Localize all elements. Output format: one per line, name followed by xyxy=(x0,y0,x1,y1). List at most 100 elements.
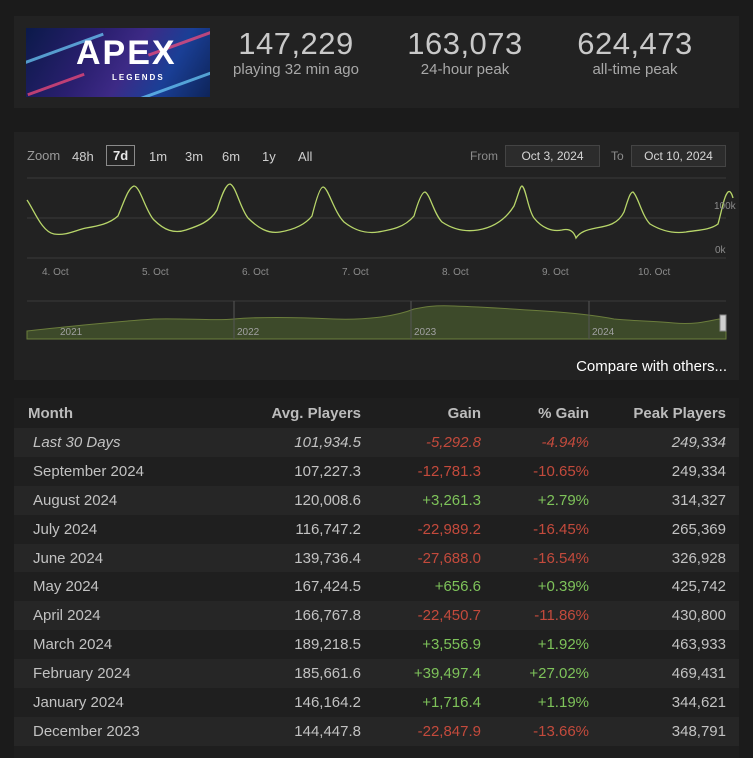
zoom-3m-button[interactable]: 3m xyxy=(185,149,204,164)
cell-avg-players: 144,447.8 xyxy=(211,716,374,746)
cell-percent-gain: +2.79% xyxy=(494,485,602,515)
cell-month: March 2024 xyxy=(14,630,211,660)
cell-peak-players: 425,742 xyxy=(602,572,739,602)
cell-peak-players: 249,334 xyxy=(602,456,739,486)
cell-percent-gain: +1.92% xyxy=(494,630,602,660)
cell-gain: +3,556.9 xyxy=(374,630,494,660)
cell-month: July 2024 xyxy=(14,514,211,544)
table-row: April 2024 166,767.8 -22,450.7 -11.86% 430,8… xyxy=(14,601,739,631)
cell-gain: +3,261.3 xyxy=(374,485,494,515)
cell-month: September 2024 xyxy=(14,456,211,486)
compare-with-others-link[interactable]: Compare with others... xyxy=(576,358,727,375)
stat-value: 624,473 xyxy=(577,26,693,61)
zoom-6m-button[interactable]: 6m xyxy=(222,149,241,164)
cell-peak-players: 348,791 xyxy=(602,716,739,746)
navigator-year-label: 2022 xyxy=(237,327,260,338)
table-header-row: Month Avg. Players Gain % Gain Peak Play… xyxy=(14,398,739,428)
table-row: August 2024 120,008.6 +3,261.3 +2.79% 314,32… xyxy=(14,485,739,515)
column-header-percent-gain[interactable]: % Gain xyxy=(494,398,602,428)
cell-month: August 2024 xyxy=(14,485,211,515)
cell-peak-players: 326,928 xyxy=(602,543,739,573)
zoom-48h-button[interactable]: 48h xyxy=(72,149,94,164)
cell-peak-players: 314,327 xyxy=(602,485,739,515)
game-header: APEX LEGENDS 147,229 playing 32 min ago … xyxy=(14,16,739,108)
cell-percent-gain: -13.66% xyxy=(494,716,602,746)
cell-peak-players: 344,621 xyxy=(602,688,739,717)
table-row: January 2024 146,164.2 +1,716.4 +1.19% 344,6… xyxy=(14,688,739,717)
cell-percent-gain: +1.19% xyxy=(494,688,602,717)
cell-month: June 2024 xyxy=(14,543,211,573)
cell-gain: -22,989.2 xyxy=(374,514,494,544)
zoom-label: Zoom xyxy=(27,148,61,163)
stat-value: 147,229 xyxy=(238,26,354,61)
cell-percent-gain: +0.39% xyxy=(494,572,602,602)
monthly-stats-table: Month Avg. Players Gain % Gain Peak Play… xyxy=(14,398,739,758)
to-label: To xyxy=(611,149,624,163)
x-axis-label: 9. Oct xyxy=(542,267,569,278)
cell-peak-players: 249,334 xyxy=(602,428,739,457)
column-header-month[interactable]: Month xyxy=(14,398,211,428)
cell-percent-gain: -4.94% xyxy=(494,428,602,457)
table-row: Last 30 Days 101,934.5 -5,292.8 -4.94% 249,3… xyxy=(14,428,739,457)
navigator-handle[interactable] xyxy=(719,314,727,332)
column-header-gain[interactable]: Gain xyxy=(374,398,494,428)
cell-gain: -5,292.8 xyxy=(374,428,494,457)
table-row: March 2024 189,218.5 +3,556.9 +1.92% 463,933 xyxy=(14,630,739,660)
zoom-7d-button[interactable]: 7d xyxy=(106,145,136,166)
cell-percent-gain: -16.54% xyxy=(494,543,602,573)
cell-avg-players: 107,227.3 xyxy=(211,456,374,486)
cell-percent-gain: +27.02% xyxy=(494,659,602,689)
x-axis-label: 5. Oct xyxy=(142,267,169,278)
cell-gain: +656.6 xyxy=(374,572,494,602)
top-edge xyxy=(0,0,753,12)
table-row: December 2023 144,447.8 -22,847.9 -13.66% 34… xyxy=(14,716,739,746)
banner-streak xyxy=(27,72,85,97)
zoom-all-button[interactable]: All xyxy=(298,149,313,164)
player-chart-panel: Zoom 48h 7d 1m 3m 6m 1y All From Oct 3, … xyxy=(14,132,739,380)
cell-month: Last 30 Days xyxy=(14,428,211,457)
x-axis-label: 8. Oct xyxy=(442,267,469,278)
cell-month: December 2023 xyxy=(14,716,211,746)
players-line-chart[interactable]: 100k 0k 4. Oct 5. Oct 6. Oct 7. Oct 8. O… xyxy=(14,172,739,282)
cell-avg-players: 101,934.5 xyxy=(211,428,374,457)
x-axis-label: 7. Oct xyxy=(342,267,369,278)
cell-avg-players: 167,424.5 xyxy=(211,572,374,602)
cell-percent-gain: -11.86% xyxy=(494,601,602,631)
navigator-year-label: 2023 xyxy=(414,327,437,338)
navigator-year-label: 2021 xyxy=(60,327,83,338)
cell-avg-players: 189,218.5 xyxy=(211,630,374,660)
game-banner-image[interactable]: APEX LEGENDS xyxy=(26,28,210,97)
cell-peak-players: 469,431 xyxy=(602,659,739,689)
cell-month: February 2024 xyxy=(14,659,211,689)
x-axis-label: 6. Oct xyxy=(242,267,269,278)
from-date-input[interactable]: Oct 3, 2024 xyxy=(505,145,600,167)
players-series-line xyxy=(26,183,734,240)
column-header-avg-players[interactable]: Avg. Players xyxy=(211,398,374,428)
zoom-1y-button[interactable]: 1y xyxy=(262,149,276,164)
timeline-navigator[interactable]: 2021 2022 2023 2024 xyxy=(14,297,739,342)
navigator-year-label: 2024 xyxy=(592,327,615,338)
table-row: February 2024 185,661.6 +39,497.4 +27.02% 46… xyxy=(14,659,739,689)
table-row: July 2024 116,747.2 -22,989.2 -16.45% 265,36… xyxy=(14,514,739,544)
stat-current-players: 147,229 playing 32 min ago xyxy=(216,26,376,78)
cell-peak-players: 430,800 xyxy=(602,601,739,631)
cell-avg-players: 166,767.8 xyxy=(211,601,374,631)
cell-gain: -12,781.3 xyxy=(374,456,494,486)
cell-avg-players: 120,008.6 xyxy=(211,485,374,515)
stat-label: playing 32 min ago xyxy=(233,61,359,78)
zoom-1m-button[interactable]: 1m xyxy=(149,149,168,164)
cell-percent-gain: -16.45% xyxy=(494,514,602,544)
column-header-peak-players[interactable]: Peak Players xyxy=(602,398,739,428)
stat-label: all-time peak xyxy=(592,61,678,78)
y-axis-label-100k: 100k xyxy=(714,201,737,212)
from-label: From xyxy=(470,149,498,163)
cell-month: April 2024 xyxy=(14,601,211,631)
to-date-input[interactable]: Oct 10, 2024 xyxy=(631,145,726,167)
stat-all-time-peak: 624,473 all-time peak xyxy=(555,26,715,78)
cell-month: January 2024 xyxy=(14,688,211,717)
stat-24h-peak: 163,073 24-hour peak xyxy=(385,26,545,78)
x-axis-label: 4. Oct xyxy=(42,267,69,278)
cell-avg-players: 116,747.2 xyxy=(211,514,374,544)
banner-logo-text: APEX xyxy=(76,34,177,72)
stat-label: 24-hour peak xyxy=(420,61,510,78)
